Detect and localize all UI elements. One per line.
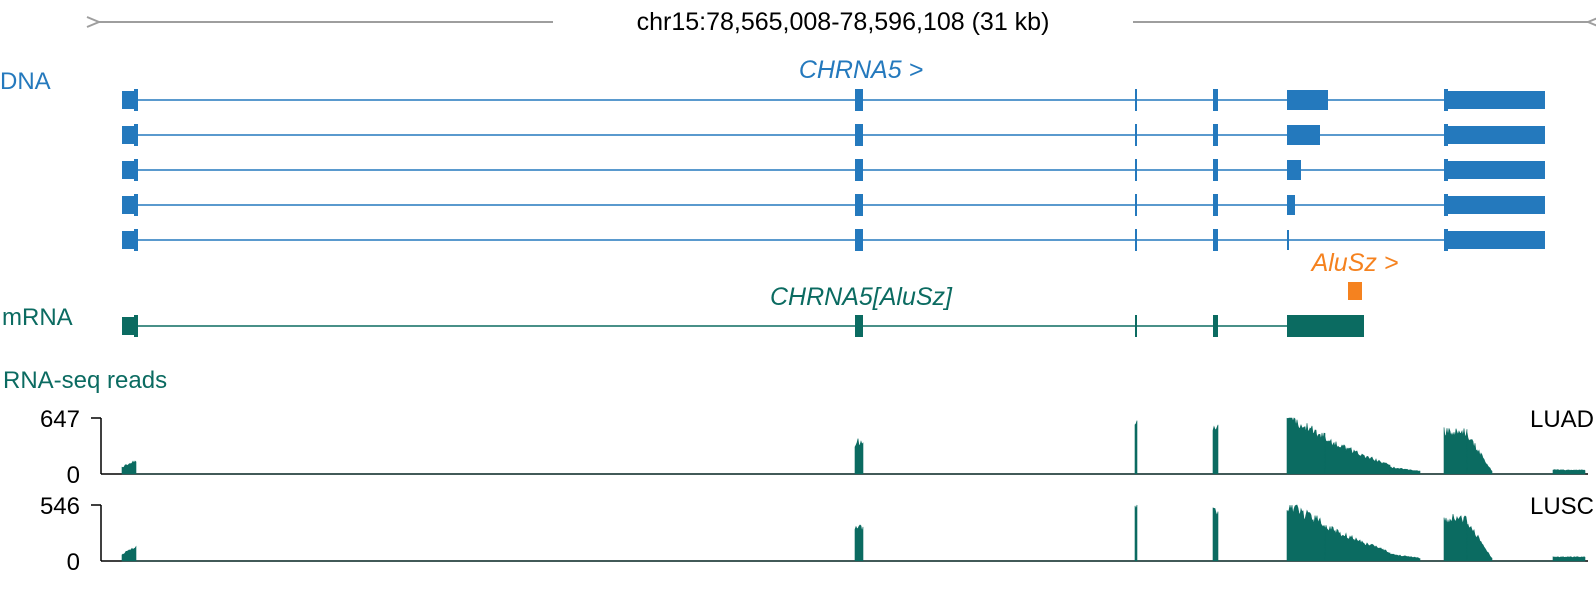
- dna-isoform-2-exon-4: [1135, 124, 1137, 146]
- mrna-exon-5: [1213, 315, 1218, 337]
- dna-isoform-4-exon-3: [855, 194, 863, 216]
- luad-min-label: 0: [67, 462, 80, 489]
- luad-coverage: [121, 417, 1586, 475]
- dna-isoform-5: [122, 229, 1545, 251]
- dna-isoform-4-exon-2: [134, 194, 138, 216]
- dna-isoform-2-exon-1: [122, 126, 134, 144]
- dna-isoform-1-exon-5: [1213, 89, 1218, 111]
- alu-label: AluSz >: [1310, 249, 1399, 277]
- mrna-exon-2: [134, 315, 138, 337]
- dna-isoform-3-exon-1: [122, 161, 134, 179]
- dna-track-label: DNA: [0, 68, 51, 95]
- dna-isoform-3-exon-3: [855, 159, 863, 181]
- dna-isoform-5-exon-1: [122, 231, 134, 249]
- dna-isoform-4-exon-8: [1448, 196, 1545, 214]
- dna-isoform-3-exon-6: [1287, 160, 1301, 180]
- gene-label: CHRNA5 >: [799, 56, 923, 84]
- dna-isoform-1-exon-1: [122, 91, 134, 109]
- lusc-min-label: 0: [67, 549, 80, 576]
- dna-isoform-3-exon-5: [1213, 159, 1218, 181]
- alu-element: [1348, 282, 1362, 300]
- dna-isoform-1-exon-7: [1444, 89, 1448, 111]
- lusc-sample-label: LUSC: [1530, 493, 1594, 520]
- coordinate-label: chr15:78,565,008-78,596,108 (31 kb): [637, 8, 1050, 36]
- dna-isoform-3-exon-7: [1444, 159, 1448, 181]
- dna-isoform-2: [122, 124, 1545, 146]
- luad-max-label: 647: [40, 406, 80, 433]
- dna-isoform-4-exon-7: [1444, 194, 1448, 216]
- luad-sample-label: LUAD: [1530, 406, 1594, 433]
- dna-isoform-1-exon-6: [1287, 90, 1328, 110]
- dna-isoform-5-exon-8: [1448, 231, 1545, 249]
- dna-isoform-3-exon-8: [1448, 161, 1545, 179]
- dna-isoform-5-exon-4: [1135, 229, 1137, 251]
- dna-isoform-5-exon-3: [855, 229, 863, 251]
- dna-isoform-5-exon-5: [1213, 229, 1218, 251]
- dna-isoform-5-exon-7: [1444, 229, 1448, 251]
- dna-isoform-1-exon-2: [134, 89, 138, 111]
- dna-isoform-2-exon-5: [1213, 124, 1218, 146]
- dna-isoform-1-exon-3: [855, 89, 863, 111]
- dna-isoform-4-exon-5: [1213, 194, 1218, 216]
- dna-isoform-3-exon-2: [134, 159, 138, 181]
- dna-isoform-3-exon-4: [1135, 159, 1137, 181]
- dna-isoform-4-exon-6: [1287, 195, 1295, 215]
- dna-isoform-4: [122, 194, 1545, 216]
- dna-isoform-2-exon-3: [855, 124, 863, 146]
- dna-isoform-1: [122, 89, 1545, 111]
- mrna-exon-1: [122, 317, 134, 335]
- luad-coverage-track: 647 0 LUAD: [40, 406, 1594, 489]
- mrna-exon-6: [1287, 315, 1364, 337]
- luad-coverage-area: [121, 417, 1586, 475]
- transcript-label: CHRNA5[AluSz]: [770, 283, 953, 311]
- mrna-track-label: mRNA: [2, 304, 73, 331]
- lusc-coverage-track: 546 0 LUSC: [40, 493, 1594, 576]
- dna-isoforms: [122, 89, 1545, 251]
- mrna-transcript: [122, 315, 1364, 337]
- dna-isoform-1-exon-4: [1135, 89, 1137, 111]
- lusc-coverage-area: [121, 504, 1586, 562]
- dna-isoform-2-exon-6: [1287, 125, 1320, 145]
- dna-isoform-4-exon-1: [122, 196, 134, 214]
- dna-isoform-2-exon-7: [1444, 124, 1448, 146]
- lusc-coverage: [121, 504, 1586, 562]
- mrna-exon-4: [1135, 315, 1137, 337]
- dna-isoform-4-exon-4: [1135, 194, 1137, 216]
- rnaseq-title: RNA-seq reads: [3, 367, 167, 394]
- dna-isoform-2-exon-8: [1448, 126, 1545, 144]
- dna-isoform-3: [122, 159, 1545, 181]
- dna-isoform-1-exon-8: [1448, 91, 1545, 109]
- mrna-exon-3: [855, 315, 863, 337]
- lusc-max-label: 546: [40, 493, 80, 520]
- dna-isoform-2-exon-2: [134, 124, 138, 146]
- dna-isoform-5-exon-6: [1287, 230, 1289, 250]
- dna-isoform-5-exon-2: [134, 229, 138, 251]
